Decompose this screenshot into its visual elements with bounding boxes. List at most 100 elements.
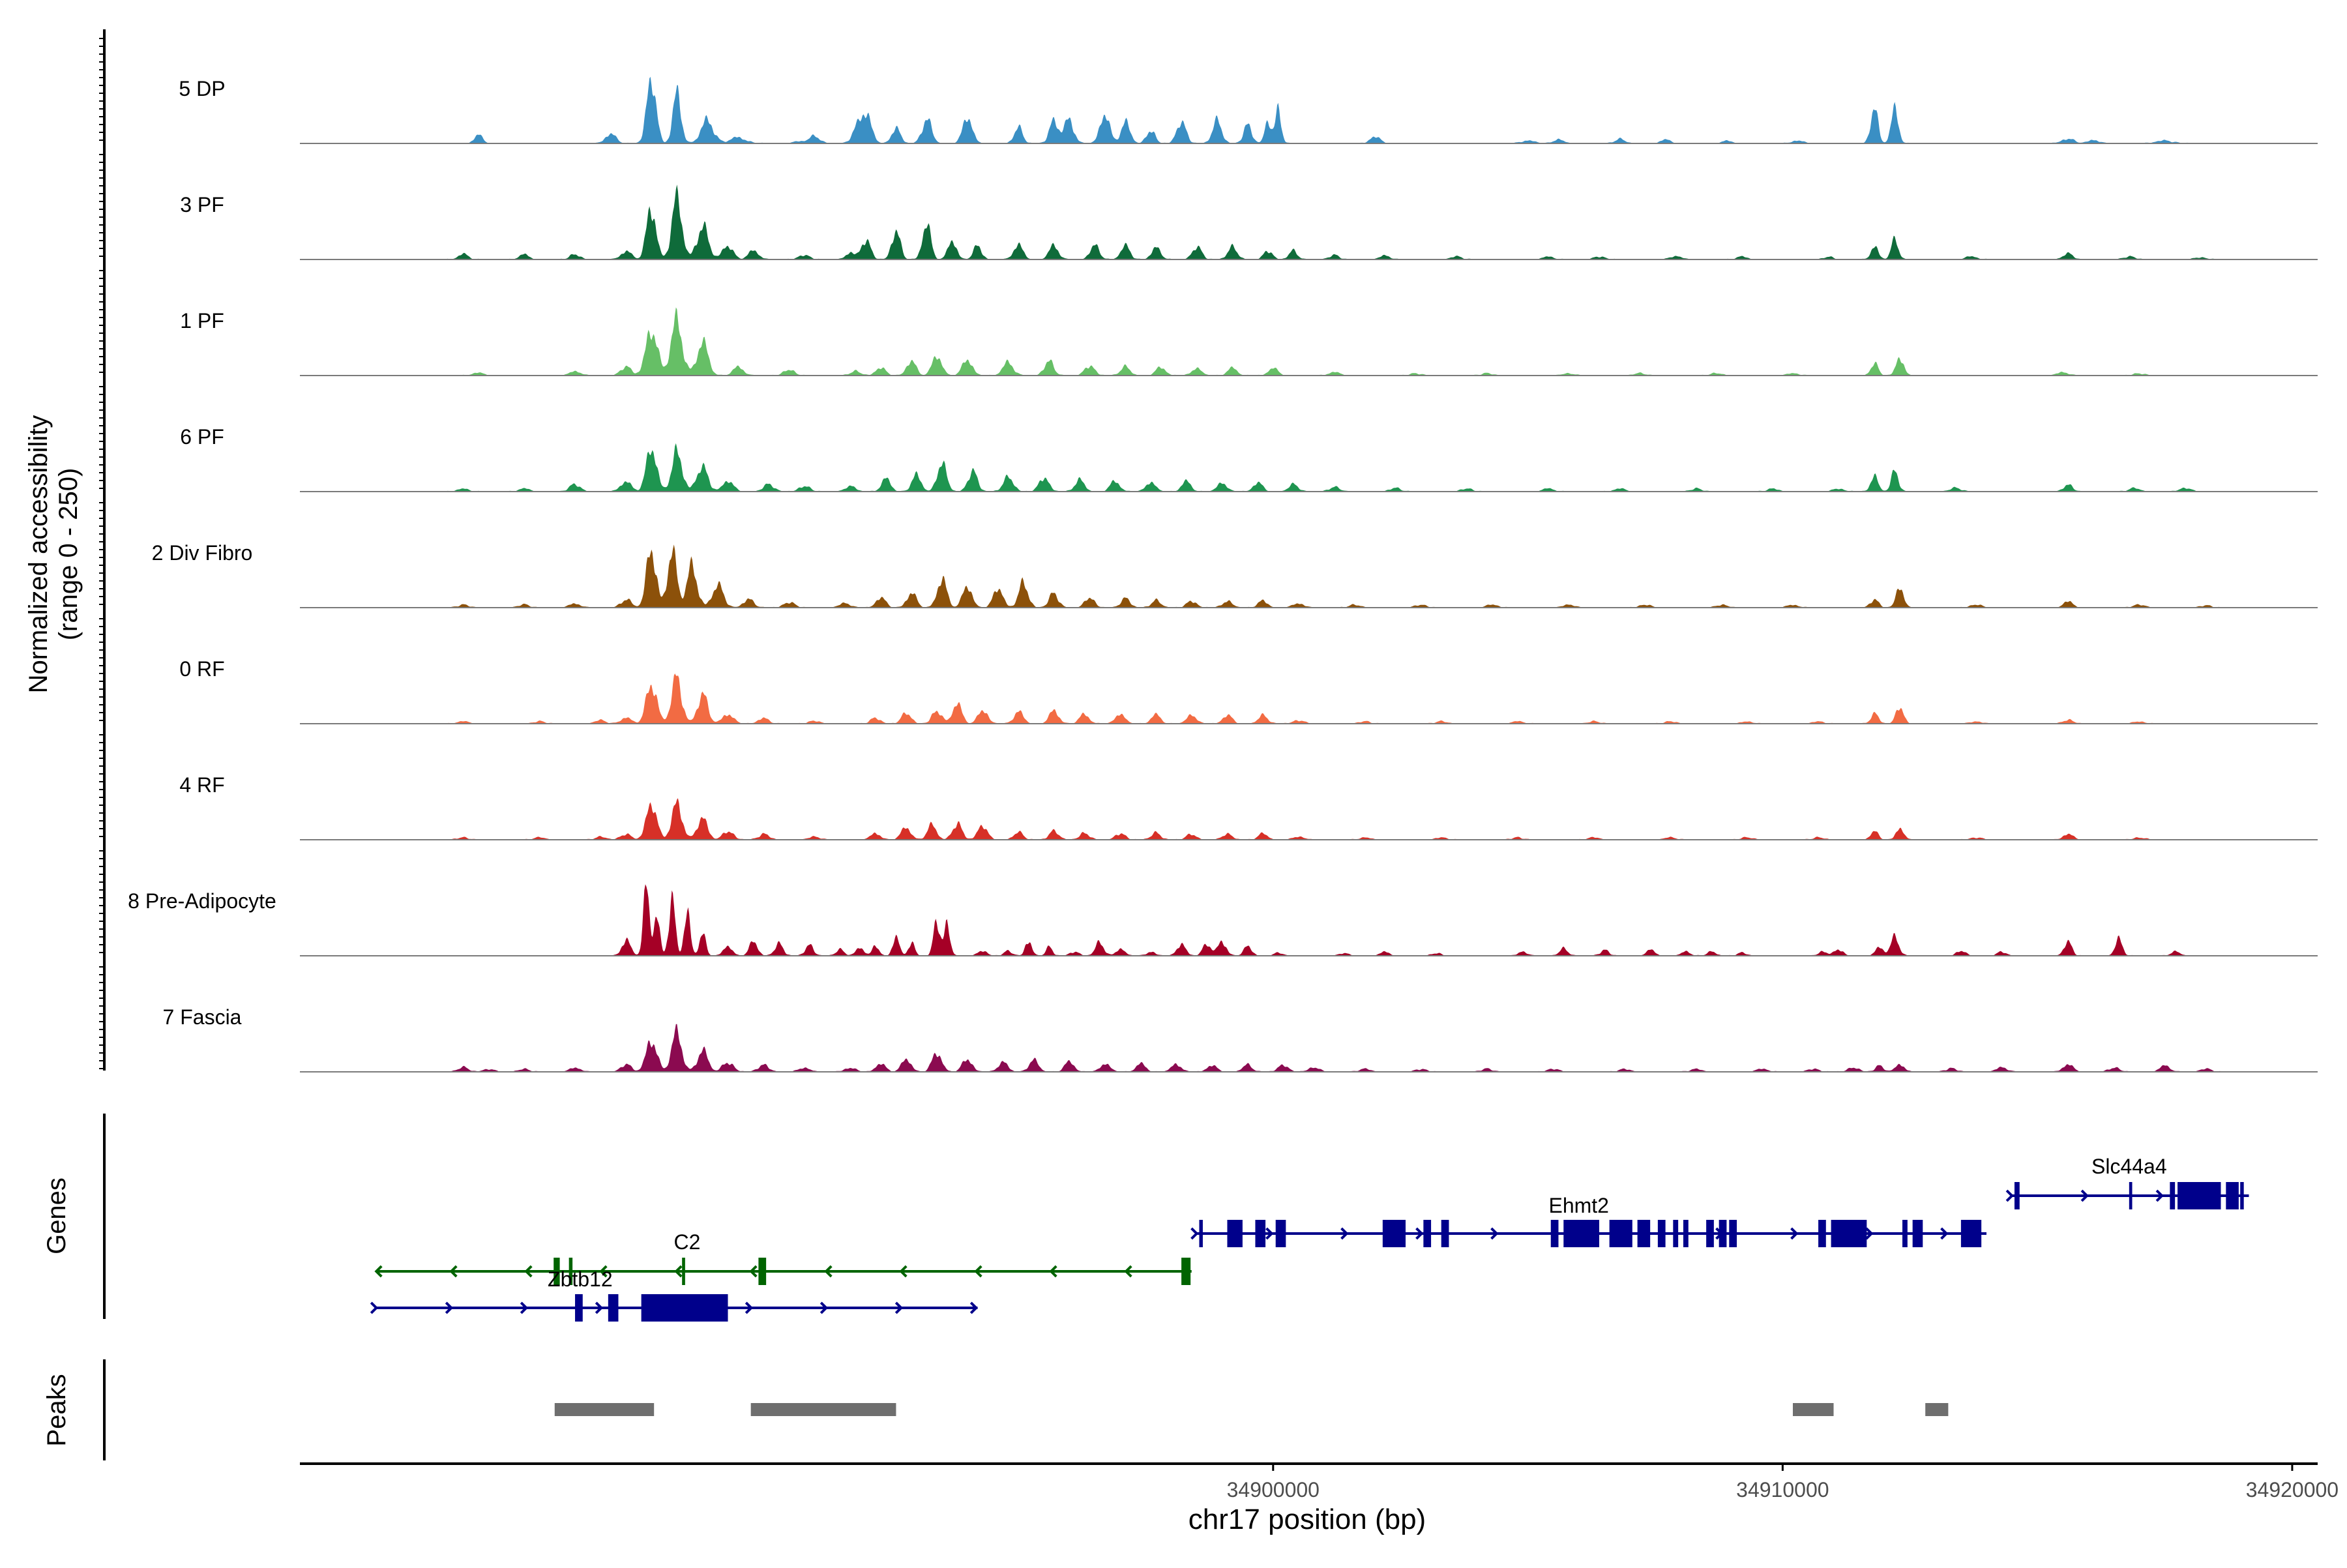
- strand-arrow: [894, 1301, 904, 1314]
- strand-arrow: [674, 1265, 683, 1278]
- strand-arrow: [2080, 1189, 2089, 1202]
- strand-arrow: [449, 1265, 458, 1278]
- exon: [1818, 1220, 1826, 1247]
- exon: [1563, 1220, 1599, 1247]
- exon: [2014, 1182, 2020, 1209]
- exon: [1181, 1258, 1191, 1285]
- strand-arrow: [520, 1301, 529, 1314]
- track-label: 8 Pre-Adipocyte: [128, 889, 276, 913]
- strand-arrow: [1190, 1227, 1199, 1240]
- strand-arrow: [1415, 1227, 1424, 1240]
- track-area: [376, 884, 2241, 956]
- track-6: 0 RF: [179, 657, 2318, 724]
- strand-arrow: [2155, 1189, 2164, 1202]
- strand-arrow: [745, 1301, 754, 1314]
- exon: [1441, 1220, 1449, 1247]
- exon: [2240, 1182, 2244, 1209]
- strand-arrow: [974, 1265, 982, 1278]
- track-label: 1 PF: [180, 309, 224, 333]
- strand-arrow: [2005, 1189, 2014, 1202]
- track-4: 6 PF: [180, 425, 2318, 492]
- gene-label-c2: C2: [674, 1230, 701, 1254]
- strand-arrow: [1124, 1265, 1132, 1278]
- x-tick-label: 34910000: [1736, 1478, 1829, 1501]
- exon: [1719, 1220, 1727, 1247]
- gene-zbtb12: [370, 1294, 979, 1322]
- peak-region: [1792, 1403, 1834, 1416]
- track-9: 7 Fascia: [163, 1005, 2318, 1072]
- x-axis-title: chr17 position (bp): [1188, 1503, 1426, 1535]
- strand-arrow: [1490, 1227, 1499, 1240]
- gene-label-slc44a4: Slc44a4: [2091, 1155, 2167, 1178]
- track-8: 8 Pre-Adipocyte: [128, 884, 2318, 956]
- track-area: [376, 798, 2241, 840]
- exon: [1912, 1220, 1923, 1247]
- exon: [568, 1258, 573, 1285]
- track-1: 5 DP: [179, 76, 2318, 144]
- peak-regions: [554, 1403, 1949, 1416]
- exon: [1683, 1220, 1689, 1247]
- exon: [1902, 1220, 1908, 1247]
- track-label: 2 Div Fibro: [152, 541, 253, 565]
- exon: [1609, 1220, 1632, 1247]
- strand-arrow: [1790, 1227, 1799, 1240]
- track-area: [376, 307, 2241, 376]
- strand-arrow: [524, 1265, 533, 1278]
- gene-ehmt2: [1190, 1220, 1986, 1247]
- exon: [1673, 1220, 1679, 1247]
- x-axis-ticks: 34900000 34910000 34920000: [1227, 1464, 2339, 1501]
- gene-label-ehmt2: Ehmt2: [1548, 1194, 1608, 1217]
- exon: [758, 1258, 767, 1285]
- track-2: 3 PF: [180, 185, 2318, 260]
- gene-label-zbtb12: Zbtb12: [548, 1267, 613, 1291]
- strand-arrow: [824, 1265, 833, 1278]
- exon: [2226, 1182, 2239, 1209]
- strand-arrow: [819, 1301, 829, 1314]
- exon: [2129, 1182, 2133, 1209]
- genes-panel-label: Genes: [42, 1177, 71, 1254]
- exon: [1423, 1220, 1432, 1247]
- strand-arrow: [1340, 1227, 1349, 1240]
- track-area: [376, 76, 2241, 143]
- strand-arrow: [370, 1301, 379, 1314]
- exon: [2177, 1182, 2221, 1209]
- peaks-panel-label: Peaks: [42, 1374, 71, 1446]
- exon: [575, 1294, 583, 1322]
- track-label: 6 PF: [180, 425, 224, 449]
- exon: [1227, 1220, 1243, 1247]
- exon: [1657, 1220, 1666, 1247]
- track-5: 2 Div Fibro: [152, 541, 2318, 608]
- strand-arrow: [1265, 1227, 1274, 1240]
- peak-region: [1925, 1403, 1949, 1416]
- strand-arrow: [1865, 1227, 1874, 1240]
- track-label: 3 PF: [180, 193, 224, 216]
- peak-region: [554, 1403, 655, 1416]
- track-area: [376, 544, 2241, 608]
- x-tick-label: 34920000: [2246, 1478, 2339, 1501]
- exon: [1706, 1220, 1714, 1247]
- y-axis-title-line1: Normalized accessibility: [24, 415, 53, 694]
- track-area: [376, 185, 2241, 259]
- exon: [1550, 1220, 1559, 1247]
- strand-arrow: [899, 1265, 908, 1278]
- exon: [1275, 1220, 1286, 1247]
- exon: [1637, 1220, 1651, 1247]
- exon: [1382, 1220, 1406, 1247]
- exon: [554, 1258, 560, 1285]
- exon: [1831, 1220, 1867, 1247]
- track-3: 1 PF: [180, 307, 2318, 376]
- exon: [1255, 1220, 1266, 1247]
- gene-annotations: Slc44a4 Ehmt2 C2 Zbtb12: [370, 1155, 2249, 1322]
- strand-arrow: [374, 1265, 383, 1278]
- track-7: 4 RF: [179, 773, 2318, 840]
- track-area: [376, 443, 2241, 492]
- peak-region: [750, 1403, 896, 1416]
- strand-arrow: [1940, 1227, 1949, 1240]
- y-axis-title-line2: (range 0 - 250): [54, 468, 83, 641]
- coverage-tracks: 5 DP 3 PF 1 PF 6 PF 2 Div Fibro 0 RF 4 RF 8 Pre…: [128, 76, 2318, 1072]
- track-area: [376, 1024, 2241, 1072]
- track-label: 0 RF: [179, 657, 224, 681]
- strand-arrow: [749, 1265, 758, 1278]
